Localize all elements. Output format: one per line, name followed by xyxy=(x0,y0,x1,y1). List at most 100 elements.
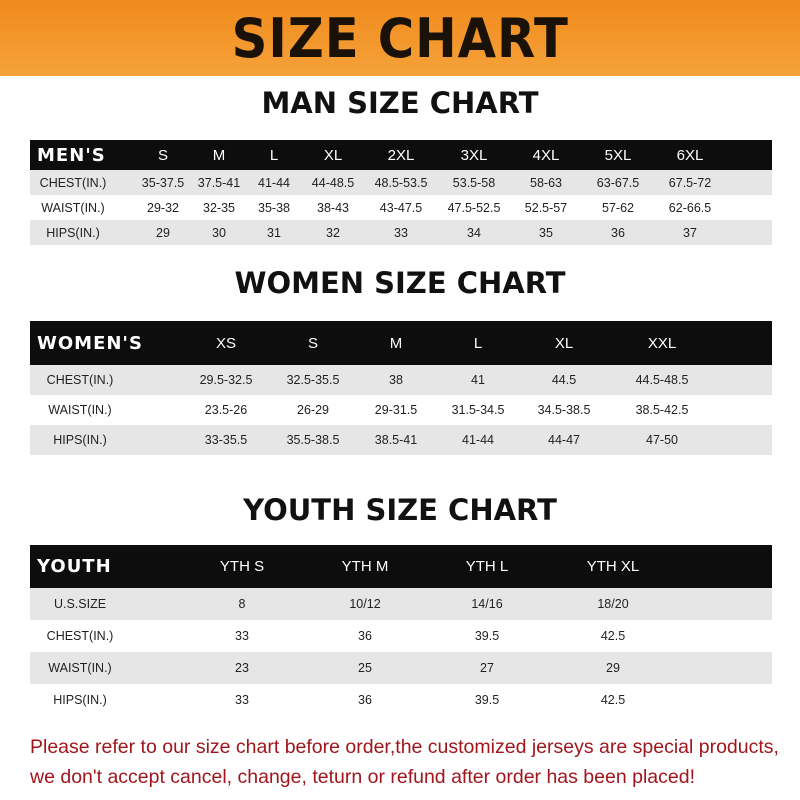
size-column-header: 3XL xyxy=(460,146,488,164)
table-cell: 23 xyxy=(235,661,249,675)
table-cell: 30 xyxy=(212,225,226,240)
row-label: U.S.SIZE xyxy=(53,597,107,611)
table-cell: 29-32 xyxy=(147,200,179,215)
table-cell: 39.5 xyxy=(474,629,500,643)
size-column-header: L xyxy=(473,334,483,352)
table-row: HIPS(IN.) 29 30 31 32 33 34 35 36 37 xyxy=(30,220,772,245)
table-cell: 44.5-48.5 xyxy=(635,373,689,387)
table-cell: 35-37.5 xyxy=(141,175,185,190)
size-column-header: XL xyxy=(323,146,343,164)
row-label: CHEST(IN.) xyxy=(39,175,107,190)
table-cell: 53.5-58 xyxy=(452,175,496,190)
header-label: YOUTH xyxy=(37,556,112,577)
row-label: CHEST(IN.) xyxy=(46,629,114,643)
table-cell: 31.5-34.5 xyxy=(451,403,505,417)
table-cell: 38 xyxy=(389,373,403,387)
row-label: WAIST(IN.) xyxy=(48,661,112,675)
table-cell: 62-66.5 xyxy=(668,200,712,215)
table-cell: 41-44 xyxy=(258,175,290,190)
size-column-header: XS xyxy=(215,334,237,352)
table-header-row: WOMEN'S XS S M L XL XXL xyxy=(30,321,772,365)
row-label: WAIST(IN.) xyxy=(41,200,105,215)
table-cell: 37 xyxy=(683,225,697,240)
table-cell: 38.5-41 xyxy=(374,433,418,447)
youth-size-table: YOUTH YTH S YTH M YTH L YTH XL U.S.SIZE 8 10/12… xyxy=(30,545,772,716)
size-column-header: S xyxy=(307,334,319,352)
size-column-header: YTH S xyxy=(219,558,265,575)
size-column-header: YTH M xyxy=(341,558,389,575)
table-cell: 36 xyxy=(358,629,372,643)
header-label: WOMEN'S xyxy=(37,332,143,354)
table-cell: 29 xyxy=(606,661,620,675)
women-size-table: WOMEN'S XS S M L XL XXL CHEST(IN.) 29.5-32.5 32.5… xyxy=(30,321,772,455)
table-header-row: MEN'S S M L XL 2XL 3XL 4XL 5XL 6XL xyxy=(30,140,772,170)
table-cell: 47-50 xyxy=(646,433,678,447)
row-label: WAIST(IN.) xyxy=(48,403,112,417)
size-column-header: 5XL xyxy=(604,146,632,164)
table-cell: 38-43 xyxy=(317,200,349,215)
order-note: Please refer to our size chart before or… xyxy=(30,736,779,788)
size-column-header: 6XL xyxy=(676,146,704,164)
table-row: CHEST(IN.) 29.5-32.5 32.5-35.5 38 41 44.5 44.5… xyxy=(30,365,772,395)
table-header-row: YOUTH YTH S YTH M YTH L YTH XL xyxy=(30,545,772,588)
table-cell: 44.5 xyxy=(551,373,577,387)
table-row: CHEST(IN.) 33 36 39.5 42.5 xyxy=(30,620,772,652)
table-cell: 29 xyxy=(156,225,170,240)
table-cell: 32.5-35.5 xyxy=(286,373,340,387)
table-cell: 18/20 xyxy=(597,597,629,611)
table-cell: 27 xyxy=(480,661,494,675)
table-row: HIPS(IN.) 33-35.5 35.5-38.5 38.5-41 41-44 44-… xyxy=(30,425,772,455)
table-cell: 43-47.5 xyxy=(379,200,423,215)
table-cell: 67.5-72 xyxy=(668,175,712,190)
table-cell: 44-47 xyxy=(548,433,580,447)
table-cell: 39.5 xyxy=(474,693,500,707)
men-size-table: MEN'S S M L XL 2XL 3XL 4XL 5XL 6XL CHEST(IN.) 35-37… xyxy=(30,140,772,245)
row-label: HIPS(IN.) xyxy=(53,693,107,707)
size-column-header: XL xyxy=(554,334,574,352)
size-column-header: M xyxy=(212,146,226,164)
table-row: CHEST(IN.) 35-37.5 37.5-41 41-44 44-48.5 48.5… xyxy=(30,170,772,195)
table-cell: 32 xyxy=(326,225,340,240)
table-cell: 34.5-38.5 xyxy=(537,403,591,417)
table-cell: 36 xyxy=(611,225,625,240)
table-cell: 33 xyxy=(394,225,408,240)
table-cell: 35 xyxy=(539,225,553,240)
table-cell: 37.5-41 xyxy=(197,175,241,190)
table-cell: 44-48.5 xyxy=(311,175,355,190)
header-label: MEN'S xyxy=(37,144,106,166)
table-row: HIPS(IN.) 33 36 39.5 42.5 xyxy=(30,684,772,716)
size-column-header: L xyxy=(269,146,279,164)
table-row: WAIST(IN.) 23.5-26 26-29 29-31.5 31.5-34.5 34… xyxy=(30,395,772,425)
size-column-header: YTH XL xyxy=(586,558,640,575)
table-row: WAIST(IN.) 29-32 32-35 35-38 38-43 43-47.5 47.… xyxy=(30,195,772,220)
table-cell: 42.5 xyxy=(600,629,626,643)
size-column-header: 4XL xyxy=(532,146,560,164)
table-cell: 41-44 xyxy=(462,433,494,447)
table-cell: 29-31.5 xyxy=(374,403,418,417)
table-cell: 29.5-32.5 xyxy=(199,373,253,387)
table-row: WAIST(IN.) 23 25 27 29 xyxy=(30,652,772,684)
row-label: HIPS(IN.) xyxy=(53,433,107,447)
table-cell: 58-63 xyxy=(530,175,562,190)
table-cell: 41 xyxy=(471,373,485,387)
table-cell: 33 xyxy=(235,693,249,707)
row-label: HIPS(IN.) xyxy=(46,225,100,240)
table-cell: 26-29 xyxy=(297,403,329,417)
table-cell: 31 xyxy=(267,225,281,240)
youth-size-chart-title: YOUTH SIZE CHART xyxy=(243,493,557,527)
table-cell: 35-38 xyxy=(258,200,290,215)
women-size-chart-title: WOMEN SIZE CHART xyxy=(234,266,566,300)
row-label: CHEST(IN.) xyxy=(46,373,114,387)
table-cell: 38.5-42.5 xyxy=(635,403,689,417)
table-cell: 33 xyxy=(235,629,249,643)
table-cell: 47.5-52.5 xyxy=(447,200,501,215)
table-cell: 14/16 xyxy=(471,597,503,611)
table-cell: 33-35.5 xyxy=(204,433,248,447)
size-column-header: XXL xyxy=(647,334,677,352)
size-column-header: YTH L xyxy=(465,558,509,575)
size-column-header: 2XL xyxy=(387,146,415,164)
banner: SIZE CHART xyxy=(0,0,800,76)
table-cell: 48.5-53.5 xyxy=(374,175,428,190)
banner-title: SIZE CHART xyxy=(231,6,569,70)
table-cell: 36 xyxy=(358,693,372,707)
